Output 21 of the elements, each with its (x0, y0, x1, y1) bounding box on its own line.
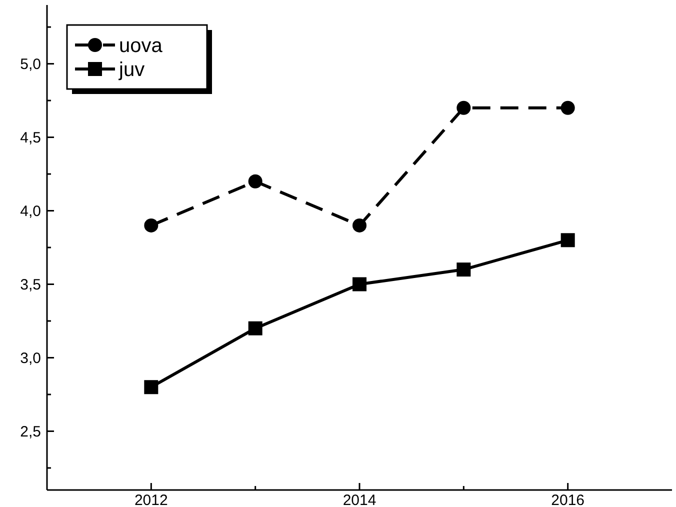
point (456, 100, 471, 115)
point (248, 174, 262, 188)
legend-label: juv (118, 59, 145, 81)
point (352, 277, 366, 292)
y-tick-label: 4,0 (20, 203, 41, 220)
y-tick-label: 2,5 (20, 423, 41, 440)
y-tick-label: 3,0 (20, 350, 41, 367)
point (144, 380, 158, 394)
point (144, 218, 158, 232)
point (456, 262, 471, 277)
legend-label: uova (119, 35, 164, 57)
y-tick-label: 5,0 (20, 56, 41, 74)
point (560, 233, 575, 248)
x-tick-label: 2016 (551, 492, 585, 507)
point (560, 100, 575, 115)
y-tick-label: 3,5 (20, 276, 41, 294)
point (352, 218, 366, 232)
point (248, 321, 262, 336)
x-tick-label: 2014 (342, 492, 376, 507)
y-tick-label: 4,5 (20, 130, 41, 147)
x-tick-label: 2012 (134, 492, 168, 507)
